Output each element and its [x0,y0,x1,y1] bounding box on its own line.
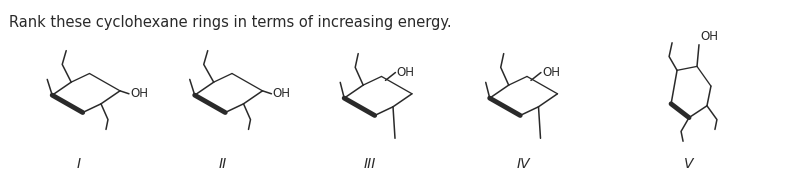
Text: OH: OH [699,30,717,43]
Text: Rank these cyclohexane rings in terms of increasing energy.: Rank these cyclohexane rings in terms of… [10,15,452,30]
Text: OH: OH [396,66,414,79]
Text: V: V [684,157,693,171]
Text: OH: OH [541,66,560,79]
Text: OH: OH [130,87,148,100]
Text: III: III [363,157,375,171]
Text: IV: IV [516,157,530,171]
Text: I: I [77,157,81,171]
Text: II: II [218,157,226,171]
Text: OH: OH [272,87,290,100]
